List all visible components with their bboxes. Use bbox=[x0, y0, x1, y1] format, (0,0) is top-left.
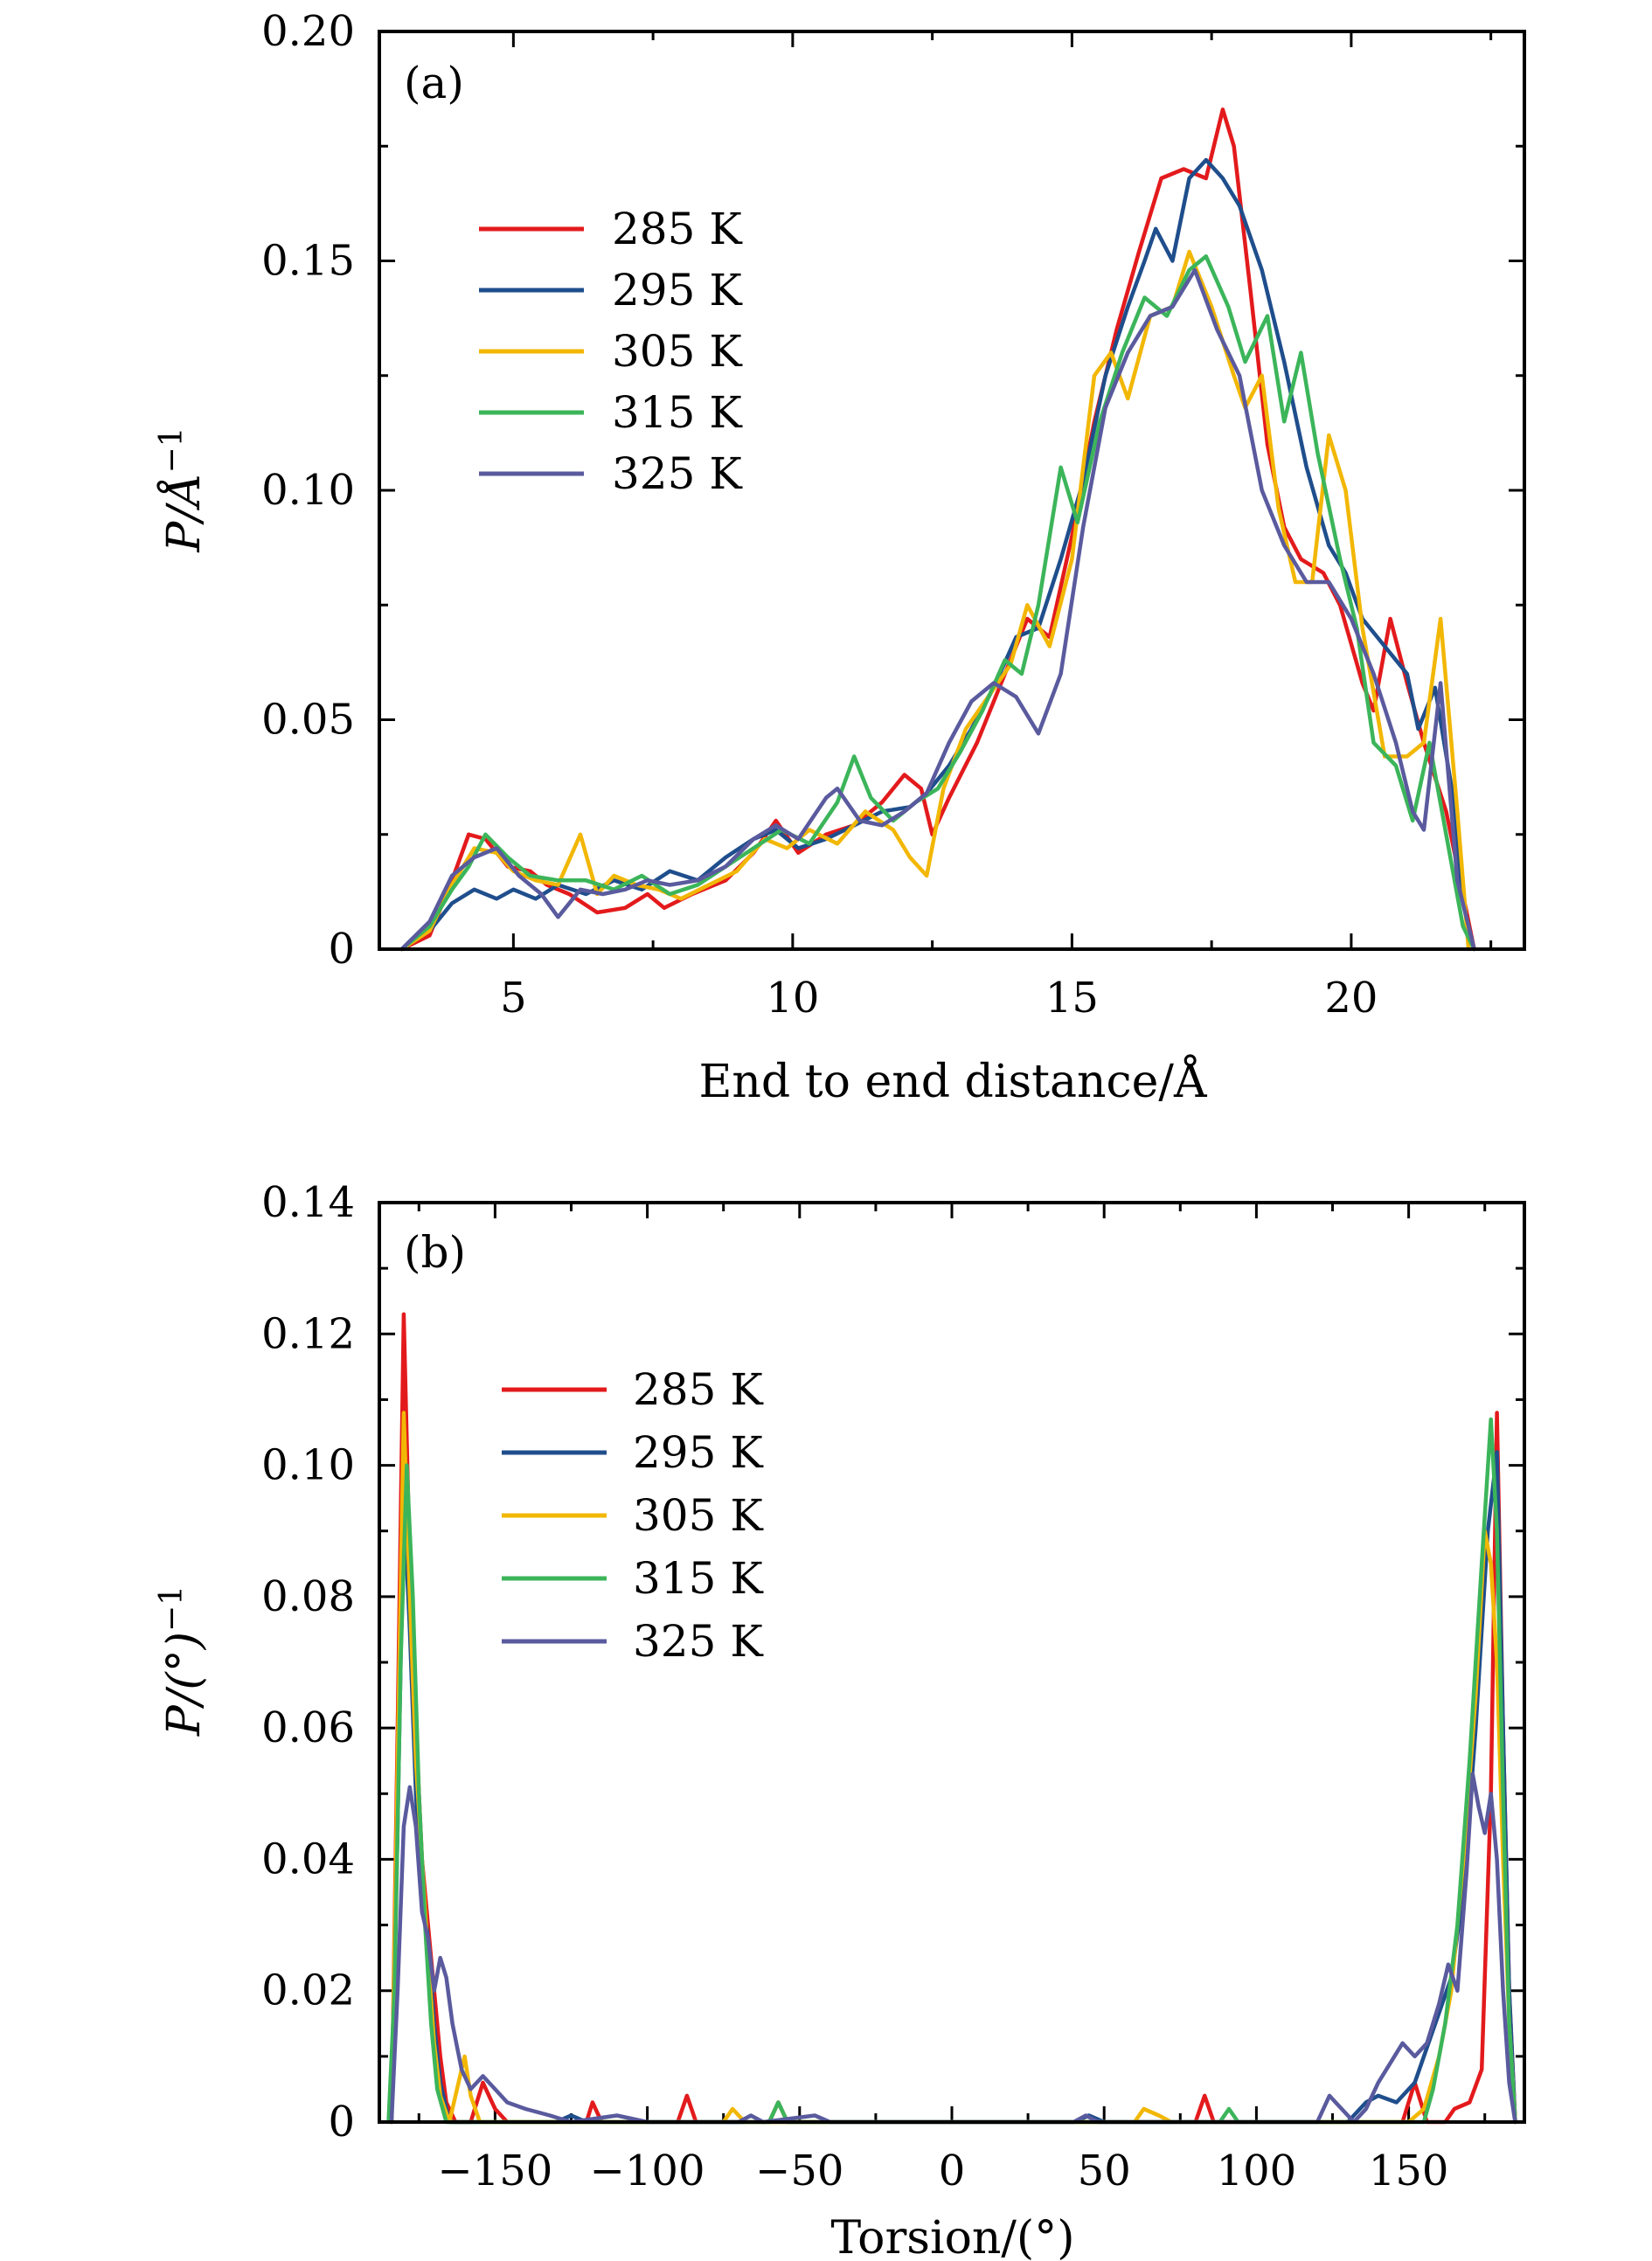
panel-b-series-325k-line bbox=[389, 1772, 1517, 2125]
panel-b-y-tick-label: 0.02 bbox=[261, 1966, 355, 2015]
panel-b-series-285k-line bbox=[389, 1312, 1517, 2125]
panel-a-legend-label-305k: 305 K bbox=[612, 326, 743, 377]
panel-a-x-tick-label: 5 bbox=[500, 974, 527, 1023]
panel-a-y-tick-label: 0.20 bbox=[261, 7, 355, 56]
panel-a-series-295k-line bbox=[399, 157, 1476, 952]
panel-b-x-axis-label: Torsion/(°) bbox=[830, 2212, 1074, 2261]
panel-a-x-axis-label: End to end distance/Å bbox=[698, 1054, 1207, 1108]
panel-b-legend-label-305k: 305 K bbox=[633, 1490, 764, 1541]
panel-a-y-tick-label: 0 bbox=[328, 925, 355, 974]
panel-b-series bbox=[386, 1312, 1517, 2125]
panel-b-series-315k-line bbox=[386, 1417, 1517, 2125]
panel-b-y-tick-label: 0.06 bbox=[261, 1703, 355, 1752]
panel-a-y-axis-label: P/Å−1 bbox=[154, 427, 211, 552]
panel-a-series-315k-line bbox=[399, 254, 1476, 952]
panel-b-y-tick-label: 0.08 bbox=[261, 1572, 355, 1621]
panel-a-y-tick-label: 0.10 bbox=[261, 466, 355, 515]
panel-b-ticks: −150 −100 −50 0 50 100 150 0 0.02 0.04 0.06 0.08 0.1… bbox=[261, 1178, 1524, 2195]
panel-a-series bbox=[399, 108, 1476, 952]
panel-a-plot-frame bbox=[378, 30, 1526, 951]
panel-b-x-tick-label: −100 bbox=[590, 2147, 705, 2195]
panel-b-x-tick-label: 0 bbox=[939, 2147, 966, 2195]
panel-a-x-tick-label: 20 bbox=[1324, 974, 1378, 1023]
panel-a-legend-label-285k: 285 K bbox=[612, 204, 743, 254]
panel-a-legend-label-325k: 325 K bbox=[612, 448, 743, 499]
panel-b-legend-label-285k: 285 K bbox=[633, 1364, 764, 1415]
panel-a-ticks: 5 10 15 20 0 0.05 0.10 0.15 0.20 bbox=[261, 7, 1524, 1023]
panel-b-label: (b) bbox=[404, 1227, 466, 1278]
panel-b-x-tick-label: −50 bbox=[755, 2147, 843, 2195]
panel-b-y-axis-label: P/(°)−1 bbox=[154, 1585, 211, 1737]
panel-a-label: (a) bbox=[404, 58, 464, 108]
panel-a-series-305k-line bbox=[399, 249, 1471, 952]
panel-a-y-tick-label: 0.05 bbox=[261, 696, 355, 745]
panel-b-x-tick-label: 50 bbox=[1078, 2147, 1131, 2195]
panel-b-y-tick-label: 0.14 bbox=[261, 1178, 355, 1227]
panel-b-x-tick-label: 150 bbox=[1369, 2147, 1449, 2195]
panel-a-x-tick-label: 15 bbox=[1045, 974, 1099, 1023]
panel-b-series-295k-line bbox=[389, 1450, 1517, 2125]
panel-a-y-tick-label: 0.15 bbox=[261, 237, 355, 286]
panel-b-legend: 285 K 295 K 305 K 315 K 325 K bbox=[502, 1364, 764, 1667]
panel-b-plot-frame bbox=[378, 1201, 1526, 2124]
panel-b-y-tick-label: 0 bbox=[328, 2098, 355, 2147]
panel-b-y-tick-label: 0.10 bbox=[261, 1441, 355, 1490]
panel-b-series-305k-line bbox=[389, 1411, 1517, 2125]
panel-b-y-tick-label: 0.12 bbox=[261, 1309, 355, 1358]
panel-b-x-tick-label: −150 bbox=[437, 2147, 552, 2195]
panel-b-y-axis-label-sup: −1 bbox=[154, 1585, 190, 1632]
panel-a-legend-label-315k: 315 K bbox=[612, 387, 743, 438]
panel-b-chart: −150 −100 −50 0 50 100 150 0 0.02 0.04 0.06 0.08 0.1… bbox=[154, 1178, 1526, 2261]
panel-a-chart: 5 10 15 20 0 0.05 0.10 0.15 0.20 (a) 285 K 295 K 3… bbox=[154, 7, 1526, 1108]
panel-a-legend: 285 K 295 K 305 K 315 K 325 K bbox=[479, 204, 743, 499]
panel-b-legend-label-315k: 315 K bbox=[633, 1553, 764, 1604]
panel-b-y-axis-label-main: P/(°) bbox=[158, 1632, 211, 1737]
panel-a-x-tick-label: 10 bbox=[766, 974, 819, 1023]
panel-b-y-tick-label: 0.04 bbox=[261, 1834, 355, 1883]
panel-b-x-tick-label: 100 bbox=[1217, 2147, 1297, 2195]
panel-a-y-axis-label-sup: −1 bbox=[154, 427, 190, 473]
panel-a-series-325k-line bbox=[399, 267, 1476, 952]
panel-a-legend-label-295k: 295 K bbox=[612, 265, 743, 316]
panel-a-y-axis-label-main: P/Å bbox=[156, 474, 211, 553]
panel-b-legend-label-325k: 325 K bbox=[633, 1616, 764, 1667]
panel-b-legend-label-295k: 295 K bbox=[633, 1427, 764, 1478]
